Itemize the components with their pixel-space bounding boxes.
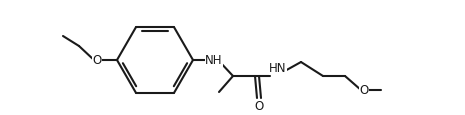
- Text: O: O: [359, 84, 369, 97]
- Text: O: O: [93, 54, 102, 67]
- Text: NH: NH: [205, 54, 223, 67]
- Text: HN: HN: [269, 62, 287, 75]
- Text: O: O: [254, 100, 264, 112]
